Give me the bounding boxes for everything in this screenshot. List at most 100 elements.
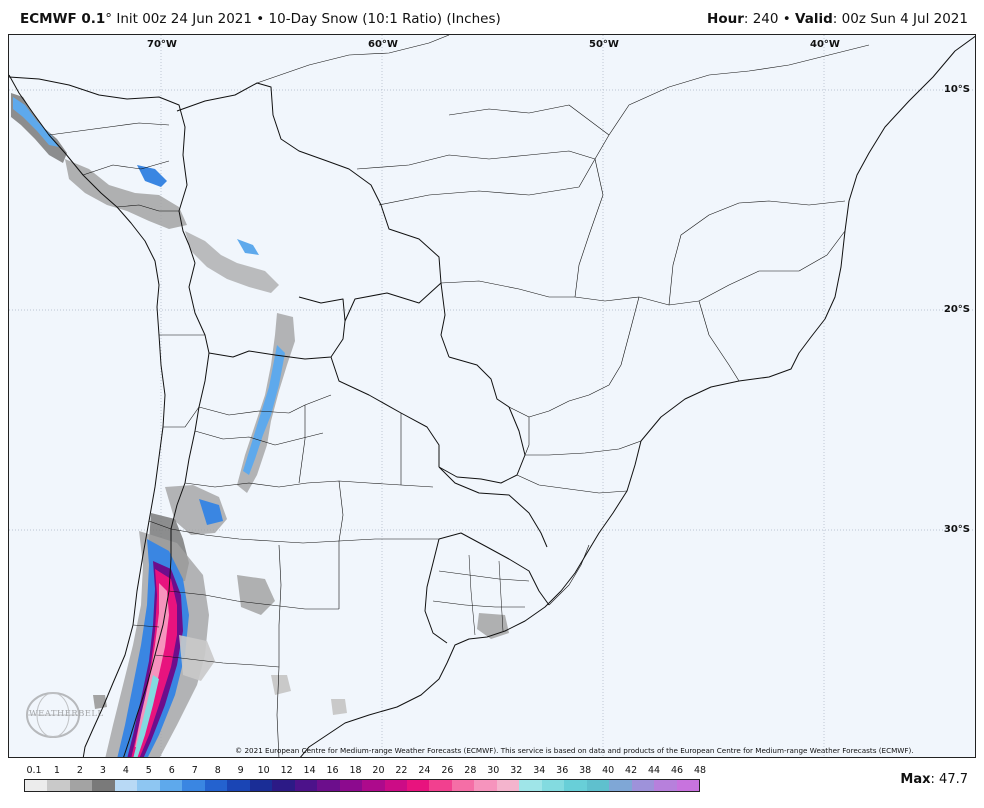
brazil-state-borders [256,35,870,606]
colorbar-swatch [25,780,48,791]
bullet: • [782,11,791,27]
model-name: ECMWF 0.1 [20,11,106,27]
state-border [256,35,450,84]
colorbar-swatch [159,780,183,791]
colorbar-tick-label: 0.1 [26,765,42,776]
border-argentina-brazil [438,466,548,548]
snow-area-peru-north-core [13,97,59,147]
colorbar [24,779,700,792]
border-chile-bolivia [188,262,210,354]
colorbar-swatch [586,780,610,791]
state-border [574,158,604,298]
region-border [132,624,160,628]
map-header: ECMWF 0.1° Init 00z 24 Jun 2021 • 10-Day… [0,0,984,34]
state-border [524,417,642,456]
hour-value: 240 [752,11,779,27]
province-border [276,544,282,757]
colorbar-tick-label: 28 [464,765,477,776]
region-border [48,122,170,136]
colorbar-tick-label: 36 [556,765,569,776]
state-border [668,200,846,306]
colorbar-swatch [249,780,273,791]
colorbar-swatch [204,780,228,791]
department-border [438,570,530,582]
copyright-notice: © 2021 European Centre for Medium-range … [235,746,914,755]
colorbar-tick-label: 6 [168,765,175,776]
colorbar-swatch [182,780,205,791]
state-border [698,300,740,382]
province-border [184,480,434,488]
bullet: • [256,11,265,27]
colorbar-tick-label: 8 [214,765,221,776]
border-peru-brazil [9,76,196,264]
border-bolivia-paraguay [298,282,450,358]
border-argentina-uruguay [424,538,448,644]
department-border [498,560,504,632]
province-border [154,654,280,668]
latitude-label-20s: 20°S [943,304,970,315]
longitude-label-40w: 40°W [810,39,840,50]
colorbar-swatch [384,780,407,791]
colorbar-tick-label: 42 [625,765,638,776]
province-border [198,394,332,416]
state-border [440,280,700,306]
department-border [432,600,525,608]
state-border [448,104,610,136]
colorbar-swatch [362,780,385,791]
boundaries [9,35,975,757]
snow-area-pampas-spot [271,675,291,695]
colorbar-swatch [114,780,138,791]
region-border [148,520,172,530]
degree-sign: ° [105,11,113,27]
colorbar-swatch [406,780,430,791]
colorbar-tick-label: 38 [579,765,592,776]
department-border [468,554,476,636]
colorbar-tick-label: 12 [280,765,293,776]
border-paraguay-argentina [330,356,440,467]
colorbar-tick-label: 10 [257,765,270,776]
colorbar-swatch [69,780,93,791]
colorbar-tick-label: 32 [510,765,523,776]
snow-area-patagonia-east [179,635,215,681]
colorbar-swatch [272,780,295,791]
latitude-label-10s: 10°S [943,84,970,95]
state-border [698,230,846,302]
colorbar-swatch [631,780,655,791]
colorbar-swatch [317,780,340,791]
header-valid: Hour: 240 • Valid: 00z Sun 4 Jul 2021 [707,11,968,27]
max-label: Max [900,772,931,787]
colorbar-tick-label: 9 [237,765,244,776]
colorbar-swatch [474,780,497,791]
state-border [508,296,640,418]
colorbar-tick-label: 40 [602,765,615,776]
border-bolivia-brazil [176,82,442,284]
colorbar-tick-label: 48 [693,765,707,776]
colorbar-tick-label: 14 [303,765,316,776]
logo-text: WEATHERBELL [29,709,104,719]
atlantic-coastline [300,35,975,757]
snow-area-central-andes-blue [199,499,223,525]
region-border [116,204,179,212]
snowfall-map [9,35,975,757]
colorbar-tick-label: 5 [145,765,152,776]
colorbar-tick-label: 1 [53,765,60,776]
colorbar-swatch [654,780,677,791]
colorbar-tick-label: 26 [441,765,454,776]
colorbar-tick-label: 44 [648,765,661,776]
region-border [82,160,170,176]
longitude-label-60w: 60°W [368,39,398,50]
latitude-label-30s: 30°S [943,524,970,535]
colorbar-labels: 0.1 1 2 3 4 5 6 7 8 9 10 12 14 16 18 20 22 24 26 28 30 32 34 36… [24,765,706,777]
valid-label: Valid [795,11,833,27]
colorbar-tick-label: 30 [487,765,500,776]
colorbar-tick-label: 24 [418,765,431,776]
max-number: 47.7 [939,772,968,787]
colorbar-tick-label: 20 [372,765,385,776]
colorbar-swatch [137,780,160,791]
argentina-province-borders [154,394,439,757]
state-border [356,150,596,170]
init-time: Init 00z 24 Jun 2021 [116,11,252,27]
longitude-label-50w: 50°W [589,39,619,50]
colorbar-tick-label: 7 [191,765,198,776]
weatherbell-globe-icon [26,692,80,738]
